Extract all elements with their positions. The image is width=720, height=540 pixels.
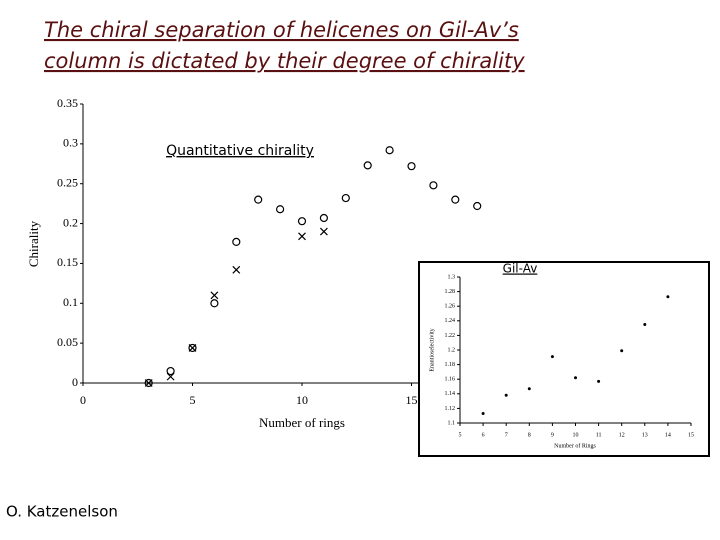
- x-tick-label: 11: [596, 432, 602, 438]
- point: [297, 217, 307, 226]
- point: [574, 376, 577, 380]
- point: [276, 205, 285, 214]
- y-tick-label: 0.2: [63, 215, 78, 229]
- point: [166, 372, 175, 381]
- chart-label: Quantitative chirality: [166, 143, 314, 159]
- y-tick-label: 0.3: [63, 136, 78, 150]
- y-tick-label: 1.2: [448, 347, 456, 353]
- point: [210, 291, 219, 300]
- x-tick-label: 12: [619, 432, 625, 438]
- x-tick-label: 15: [406, 393, 418, 407]
- y-tick-label: 1.18: [445, 362, 456, 368]
- x-tick-label: 6: [482, 432, 485, 438]
- point: [232, 237, 241, 247]
- x-axis-label: Number of rings: [259, 415, 345, 430]
- y-tick-label: 0: [72, 375, 78, 389]
- x-tick-label: 13: [642, 432, 648, 438]
- y-tick-label: 0.15: [57, 255, 78, 269]
- y-tick-label: 1.28: [445, 289, 456, 295]
- y-tick-label: 0.05: [57, 335, 78, 349]
- y-tick-label: 1.1: [448, 420, 456, 426]
- point: [232, 265, 241, 274]
- y-tick-label: 1.3: [448, 274, 456, 280]
- x-tick-label: 15: [688, 432, 694, 438]
- point: [481, 412, 485, 416]
- chart: 00.050.10.150.20.250.30.3505101520Number…: [26, 96, 527, 430]
- y-tick-label: 1.14: [445, 391, 456, 397]
- point: [210, 299, 219, 308]
- point: [254, 195, 263, 204]
- point: [385, 146, 394, 155]
- y-axis-label: Enantioselectivity: [429, 328, 435, 371]
- x-tick-label: 5: [459, 432, 462, 438]
- x-tick-label: 8: [528, 432, 531, 438]
- point: [643, 322, 647, 326]
- point: [429, 181, 438, 190]
- chart: 1.1 1.12 1.14 1.16 1.18 1.2 1.22 1.24 1.26 1.28 1.…: [418, 261, 710, 457]
- point: [363, 161, 372, 170]
- title-line: The chiral separation of helicenes on Gi…: [44, 18, 519, 42]
- point: [166, 366, 175, 376]
- chart-label: Gil-Av: [503, 262, 538, 276]
- point: [298, 232, 306, 241]
- point: [620, 349, 624, 353]
- x-tick-label: 0: [80, 393, 86, 407]
- x-tick-label: 5: [190, 393, 196, 407]
- point: [597, 379, 601, 383]
- point: [319, 213, 328, 223]
- y-tick-label: 1.26: [445, 304, 456, 310]
- point: [473, 201, 482, 211]
- point: [550, 355, 554, 359]
- point: [319, 227, 328, 236]
- y-axis-label: Chirality: [26, 220, 41, 267]
- inset-frame: [418, 261, 710, 457]
- title-line: column is dictated by their degree of ch…: [44, 49, 525, 73]
- point: [504, 393, 508, 397]
- x-tick-label: 10: [296, 393, 308, 407]
- point: [527, 387, 531, 391]
- point: [451, 195, 460, 204]
- y-tick-label: 1.22: [445, 333, 456, 339]
- point: [144, 378, 153, 388]
- point: [144, 379, 153, 387]
- y-tick-label: 1.12: [445, 406, 456, 412]
- x-tick-label: 9: [551, 432, 554, 438]
- point: [341, 193, 350, 203]
- x-tick-label: 14: [665, 432, 671, 438]
- y-tick-label: 0.35: [57, 96, 78, 110]
- y-tick-label: 1.16: [445, 377, 456, 383]
- x-tick-label: 10: [573, 432, 579, 438]
- x-tick-label: 7: [505, 432, 508, 438]
- y-tick-label: 0.1: [63, 295, 78, 309]
- author: O. Katzenelson: [6, 503, 118, 521]
- y-tick-label: 1.24: [445, 318, 456, 324]
- x-axis-label: Number of Rings: [554, 442, 596, 449]
- point: [188, 343, 197, 353]
- point: [407, 162, 416, 171]
- y-tick-label: 0.25: [57, 175, 78, 189]
- point: [188, 344, 197, 352]
- point: [666, 295, 670, 299]
